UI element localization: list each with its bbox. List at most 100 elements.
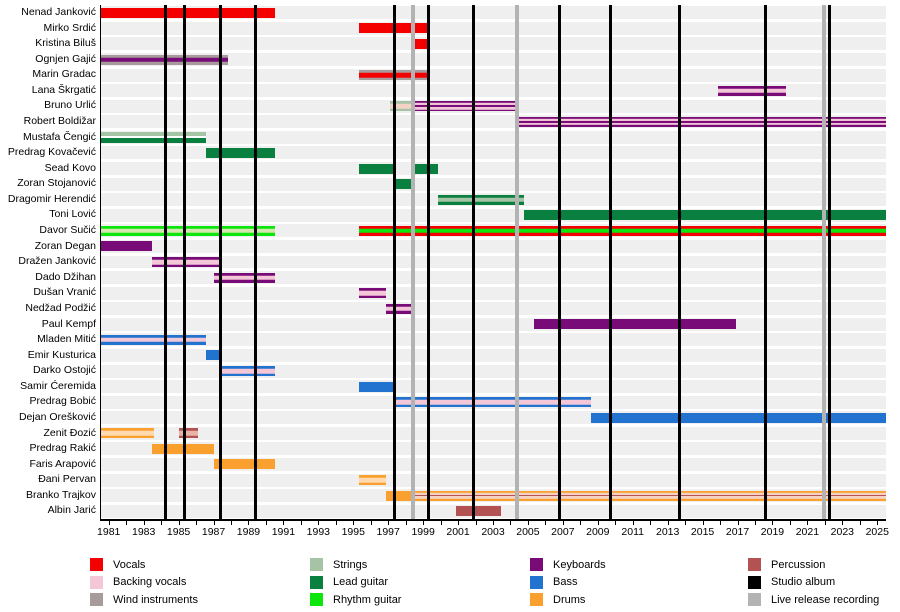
legend-item: Bass [530, 574, 577, 589]
member-name-label: Sead Kovo [44, 161, 96, 174]
timeline-bar [517, 116, 886, 127]
member-name-label: Emir Kusturica [27, 348, 96, 361]
member-name-label: Zenit Đozić [43, 426, 96, 439]
member-name-label: Dušan Vranić [33, 286, 96, 299]
member-row [100, 130, 886, 144]
x-tick [370, 521, 372, 525]
live-release-line [410, 5, 415, 519]
studio-album-line [426, 5, 430, 519]
legend-label: Wind instruments [113, 593, 198, 606]
x-tick-label: 2011 [621, 526, 645, 538]
live-release-line [514, 5, 519, 519]
timeline-bar [358, 288, 387, 299]
x-tick-label: 2021 [795, 526, 820, 538]
x-tick [545, 521, 547, 525]
x-tick-label: 2009 [586, 526, 610, 538]
member-name-label: Toni Lović [49, 208, 96, 221]
member-row [100, 37, 886, 51]
x-tick [231, 521, 232, 525]
x-tick [877, 521, 879, 525]
timeline-bar [437, 194, 524, 205]
x-tick [527, 521, 529, 525]
legend-label: Live release recording [771, 593, 880, 606]
x-tick [615, 521, 617, 525]
member-name-label: Predrag Bobić [29, 395, 96, 408]
legend-swatch [90, 558, 103, 572]
timeline-bar [222, 366, 275, 377]
timeline-bar [590, 412, 886, 423]
x-tick [859, 521, 861, 525]
studio-album-line [219, 5, 223, 519]
member-name-label: Dragomir Herendić [7, 192, 96, 205]
legend-label: Vocals [113, 558, 146, 571]
timeline-bar [389, 101, 411, 112]
member-row [100, 426, 886, 440]
legend-swatch [310, 558, 323, 572]
timeline-bar [213, 459, 275, 470]
live-release-line [821, 5, 826, 519]
legend-label: Lead guitar [333, 576, 389, 589]
studio-album-line [472, 5, 476, 519]
studio-album-line [678, 5, 682, 519]
legend-swatch [310, 593, 323, 607]
x-tick-label: 1993 [306, 526, 331, 538]
member-row [100, 255, 886, 269]
member-name-label: Predrag Rakić [29, 442, 96, 455]
x-tick-label: 2025 [865, 526, 889, 538]
timeline-bar [358, 475, 387, 486]
legend-swatch [90, 593, 103, 607]
timeline-bar [152, 443, 214, 454]
member-name-label: Davor Sučić [39, 224, 96, 237]
x-tick-label: 2013 [655, 526, 680, 538]
x-tick [388, 521, 390, 525]
x-tick [789, 521, 791, 525]
member-row [100, 84, 886, 98]
x-tick [196, 521, 198, 525]
timeline-bar [523, 210, 886, 221]
x-tick [283, 521, 285, 525]
x-tick [755, 521, 756, 525]
legend-swatch [530, 558, 543, 572]
x-tick-label: 2005 [516, 526, 540, 538]
timeline-bar [386, 303, 413, 314]
x-tick [405, 521, 407, 525]
member-name-label: Lana Škrgatić [31, 83, 96, 96]
x-tick-label: 1991 [271, 526, 296, 538]
x-tick [807, 521, 809, 525]
x-tick-label: 2015 [690, 526, 715, 538]
legend-item: Keyboards [530, 556, 606, 572]
x-tick [265, 521, 267, 525]
member-name-label: Bruno Urlić [44, 99, 96, 112]
member-row [100, 364, 886, 378]
timeline-bar [100, 428, 155, 439]
member-name-label: Đani Pervan [38, 473, 96, 486]
x-tick-label: 2001 [446, 526, 470, 538]
timeline-bar [178, 428, 198, 439]
x-tick [458, 521, 460, 525]
member-name-label: Predrag Kovačević [7, 146, 96, 159]
member-name-label: Marin Gradac [32, 68, 96, 81]
legend-swatch [530, 575, 543, 589]
timeline-bar [205, 350, 223, 361]
x-tick [143, 521, 145, 525]
x-tick [685, 521, 687, 525]
timeline-bar [213, 272, 275, 283]
legend-label: Rhythm guitar [333, 593, 402, 606]
timeline-bar [412, 38, 431, 49]
legend-item: Strings [310, 556, 367, 572]
member-row [100, 162, 886, 176]
x-tick [632, 521, 634, 525]
legend-item: Backing vocals [90, 574, 186, 589]
legend-item: Wind instruments [90, 591, 198, 607]
x-tick [108, 521, 110, 525]
legend-label: Keyboards [553, 558, 606, 571]
member-name-label: Ognjen Gajić [35, 52, 96, 65]
studio-album-line [253, 5, 257, 519]
member-row [100, 333, 886, 347]
studio-album-line [392, 5, 396, 519]
x-tick-label: 1999 [411, 526, 435, 538]
timeline-bar [358, 163, 395, 174]
x-tick [597, 521, 599, 525]
member-row [100, 271, 886, 285]
x-tick [126, 521, 128, 525]
